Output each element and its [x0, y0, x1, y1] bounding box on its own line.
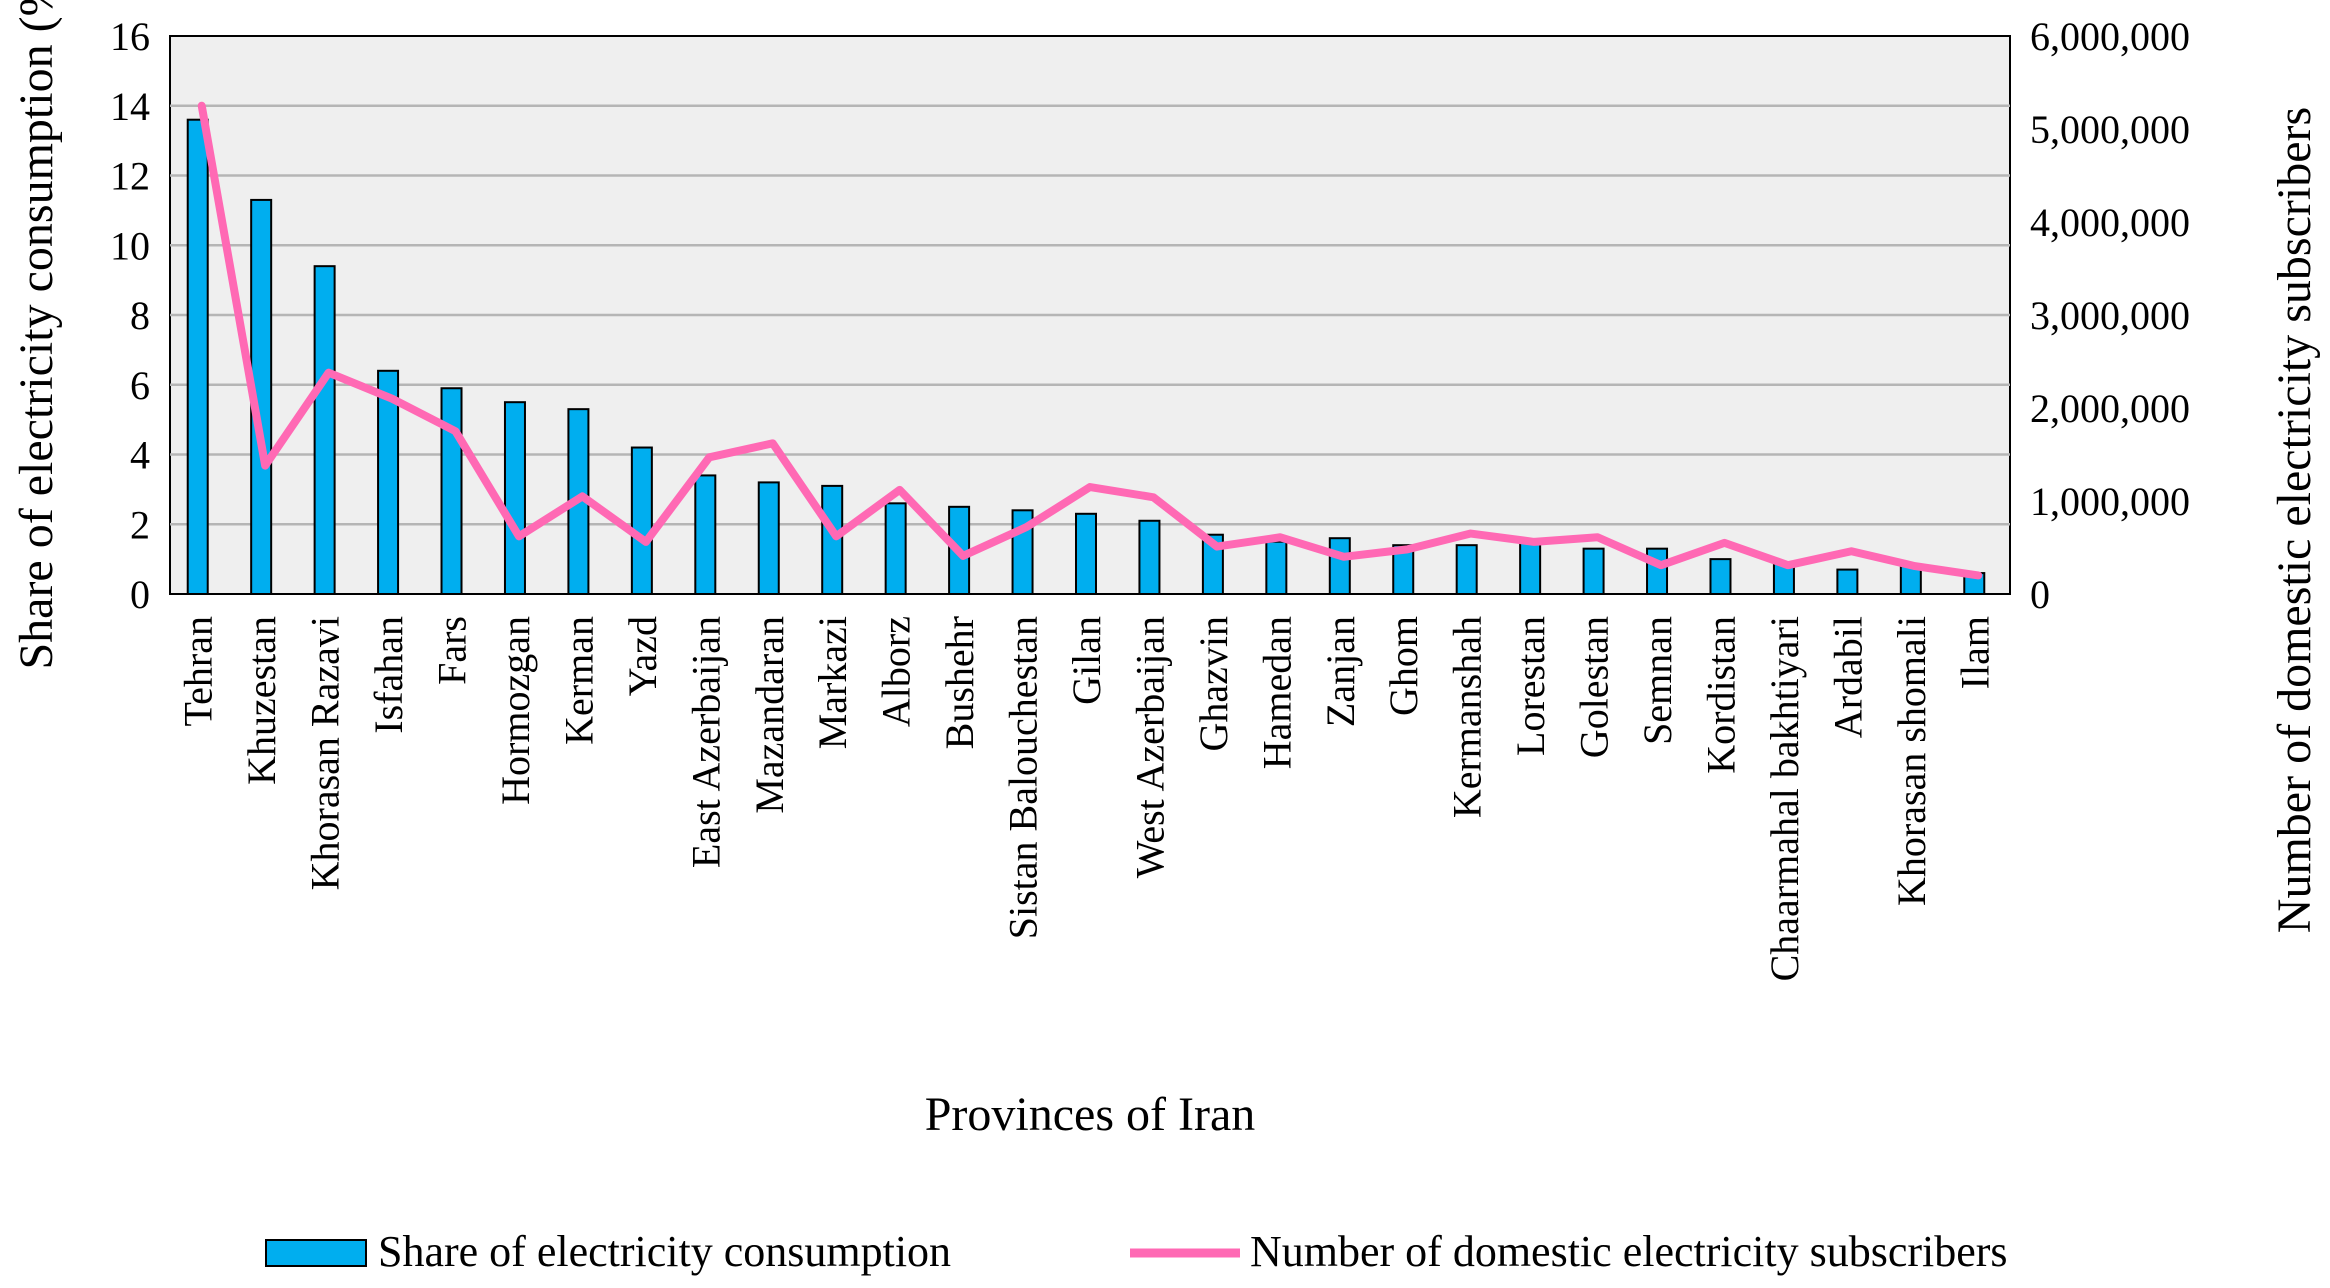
y-tick-label-left: 16: [110, 14, 150, 59]
x-tick-label: Golestan: [1572, 616, 1617, 758]
x-axis-ticks: Tehran Khuzestan Khorasan Razavi Isfahan Far…: [176, 616, 1998, 981]
bar: [1392, 544, 1415, 595]
legend: Share of electricity consumption Number …: [265, 1227, 2008, 1276]
x-tick-label: Tehran: [176, 616, 221, 726]
bar: [630, 446, 653, 595]
legend-label-bar: Share of electricity consumption: [378, 1227, 951, 1276]
x-tick-label: East Azerbaijan: [683, 616, 728, 868]
bar: [440, 387, 463, 595]
x-tick-label: Ardabil: [1825, 616, 1870, 738]
bar: [884, 502, 907, 596]
x-tick-label: Kordistan: [1698, 616, 1743, 774]
bar: [1519, 540, 1542, 595]
legend-swatch-bar: [265, 1239, 367, 1267]
x-tick-label: Chaarmahal bakhtiyari: [1762, 616, 1807, 981]
bar: [1265, 540, 1288, 595]
bar: [313, 265, 336, 595]
bar: [694, 474, 717, 595]
bar: [1328, 537, 1351, 596]
bar: [1455, 544, 1478, 595]
bar: [186, 118, 209, 595]
x-tick-label: Gilan: [1064, 616, 1109, 705]
y-tick-label-right: 6,000,000: [2030, 14, 2190, 59]
y-tick-label-left: 12: [110, 154, 150, 199]
x-tick-label: Alborz: [874, 616, 919, 727]
y-tick-label-right: 5,000,000: [2030, 107, 2190, 152]
x-tick-label: Fars: [430, 616, 475, 685]
x-tick-label: Lorestan: [1508, 616, 1553, 756]
x-tick-label: Markazi: [810, 616, 855, 749]
y-tick-label-right: 4,000,000: [2030, 200, 2190, 245]
x-tick-label: Hamedan: [1254, 616, 1299, 769]
bar: [757, 481, 780, 595]
legend-label-line: Number of domestic electricity subscribe…: [1250, 1227, 2008, 1276]
y-tick-label-left: 8: [130, 293, 150, 338]
bar: [1836, 568, 1859, 596]
x-tick-label: West Azerbaijan: [1127, 616, 1172, 878]
y-tick-label-left: 6: [130, 363, 150, 408]
y-tick-label-right: 2,000,000: [2030, 386, 2190, 431]
bar: [821, 484, 844, 596]
x-axis-title: Provinces of Iran: [925, 1088, 1256, 1141]
y-tick-label-right: 0: [2030, 572, 2050, 617]
x-tick-label: Semnan: [1635, 616, 1680, 745]
line-series: [197, 101, 1983, 580]
bar: [1646, 547, 1669, 595]
bar: [1709, 558, 1732, 595]
y-axis-right-title: Number of domestic electricity subscribe…: [2268, 107, 2321, 933]
y-axis-left-title: Share of electricity consumption (%): [10, 0, 63, 670]
gridlines: [170, 104, 2010, 526]
x-tick-label: Bushehr: [937, 616, 982, 749]
x-tick-label: Yazd: [620, 616, 665, 696]
y-tick-label-left: 14: [110, 84, 150, 129]
y-tick-label-left: 10: [110, 223, 150, 268]
x-tick-label: Khorasan shomali: [1889, 616, 1934, 906]
x-tick-label: Zanjan: [1318, 616, 1363, 727]
y-tick-label-right: 1,000,000: [2030, 479, 2190, 524]
bar: [503, 401, 526, 595]
y-tick-label-left: 2: [130, 502, 150, 547]
y-axis-left-ticks: 0 2 4 6 8 10 12 14 16: [110, 14, 150, 617]
x-tick-label: Khuzestan: [239, 616, 284, 785]
line-path: [197, 101, 1983, 580]
x-tick-label: Ghazvin: [1191, 616, 1236, 752]
bar: [377, 369, 400, 595]
x-tick-label: Kermanshah: [1445, 616, 1490, 818]
bar: [1138, 519, 1161, 596]
x-tick-label: Kerman: [556, 616, 601, 745]
x-tick-label: Mazandaran: [747, 616, 792, 814]
y-tick-label-left: 0: [130, 572, 150, 617]
x-tick-label: Isfahan: [366, 616, 411, 734]
y-tick-label-left: 4: [130, 433, 150, 478]
x-tick-label: Ilam: [1952, 616, 1997, 689]
bar: [1075, 512, 1097, 595]
y-axis-right-ticks: 0 1,000,000 2,000,000 3,000,000 4,000,000 5,0…: [2030, 14, 2190, 617]
x-tick-label: Hormozgan: [493, 616, 538, 805]
y-tick-label-right: 3,000,000: [2030, 293, 2190, 338]
x-tick-label: Sistan Balouchestan: [1001, 616, 1046, 939]
bar: [1582, 547, 1605, 595]
x-tick-label: Ghom: [1381, 616, 1426, 716]
x-tick-label: Khorasan Razavi: [303, 616, 348, 890]
